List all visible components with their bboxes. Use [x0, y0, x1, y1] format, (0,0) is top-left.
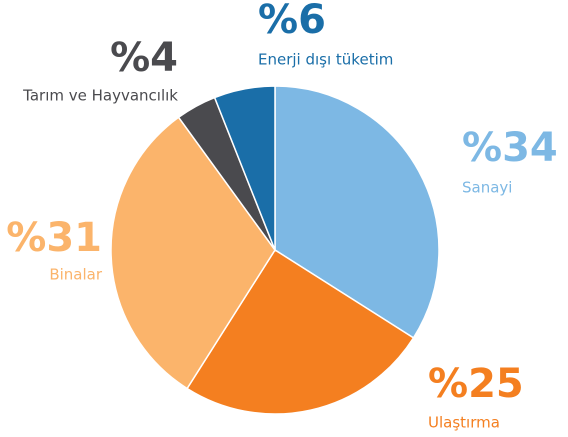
- pie-slice: [110, 116, 276, 390]
- pie-slice: [274, 85, 440, 339]
- value-label: %34: [462, 125, 558, 171]
- category-label: Binalar: [49, 266, 103, 284]
- value-label: %31: [6, 215, 102, 261]
- value-label: %25: [428, 361, 524, 407]
- category-label: Sanayi: [462, 179, 512, 197]
- category-label: Tarım ve Hayvancılık: [22, 87, 178, 105]
- category-label: Enerji dışı tüketim: [258, 51, 393, 69]
- category-label: Ulaştırma: [428, 414, 500, 432]
- pie-slice: [186, 248, 415, 415]
- value-label: %6: [258, 0, 326, 43]
- value-label: %4: [110, 35, 178, 81]
- pie-slice: [213, 85, 276, 251]
